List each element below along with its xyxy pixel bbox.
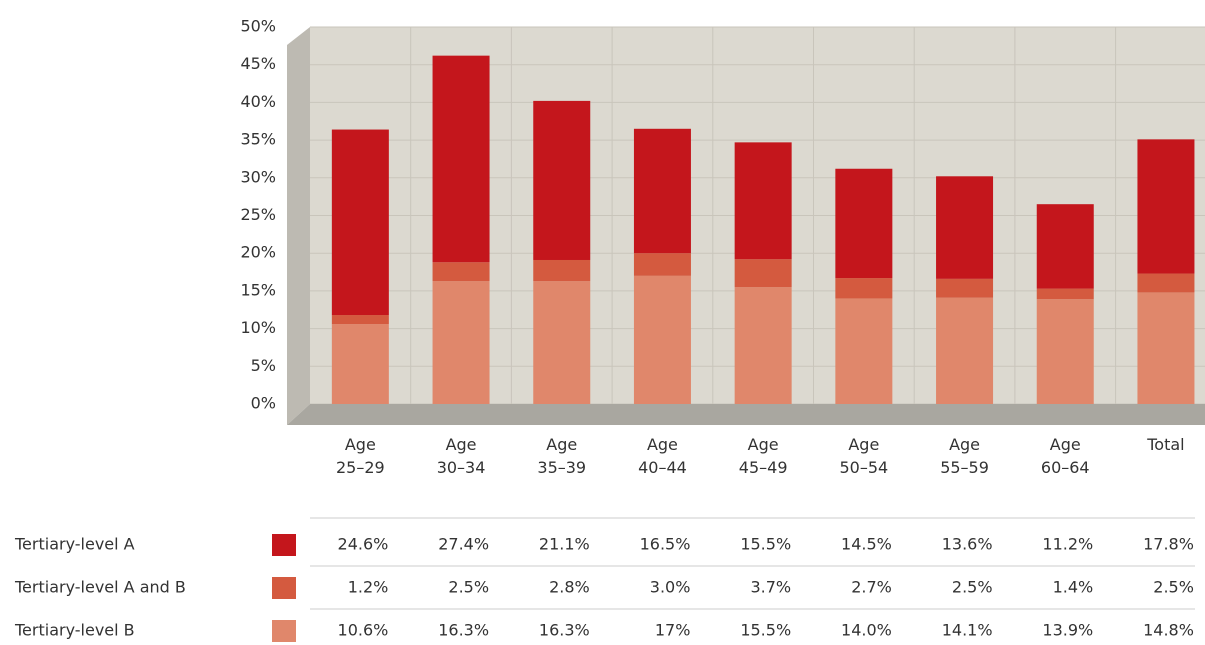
y-tick-label: 45% bbox=[240, 54, 276, 73]
table-value: 17.8% bbox=[1143, 535, 1194, 554]
table-value: 14.8% bbox=[1143, 621, 1194, 640]
bar-segment bbox=[835, 298, 893, 404]
table-value: 16.3% bbox=[438, 621, 489, 640]
legend-swatch bbox=[272, 534, 296, 556]
table-value: 3.0% bbox=[650, 578, 691, 597]
table-value: 24.6% bbox=[338, 535, 389, 554]
table-value: 27.4% bbox=[438, 535, 489, 554]
bar-segment bbox=[432, 262, 490, 282]
y-tick-label: 0% bbox=[251, 394, 276, 413]
table-value: 2.5% bbox=[952, 578, 993, 597]
bar-segment bbox=[633, 128, 691, 254]
table-value: 15.5% bbox=[740, 621, 791, 640]
legend-label: Tertiary-level A bbox=[14, 535, 135, 554]
bar-segment bbox=[734, 287, 792, 404]
table-value: 13.6% bbox=[942, 535, 993, 554]
legend-label: Tertiary-level B bbox=[14, 621, 135, 640]
floor bbox=[287, 404, 1205, 425]
table-value: 1.4% bbox=[1053, 578, 1094, 597]
bar-segment bbox=[936, 176, 994, 279]
x-tick-label: Age 30–34 bbox=[436, 435, 486, 477]
bar-segment bbox=[734, 259, 792, 288]
bar-segment bbox=[1036, 299, 1094, 404]
legend-swatch bbox=[272, 620, 296, 642]
bar-segment bbox=[835, 168, 893, 279]
legend-swatch bbox=[272, 577, 296, 599]
legend-label: Tertiary-level A and B bbox=[14, 578, 186, 597]
table-value: 16.5% bbox=[640, 535, 691, 554]
x-tick-label: Total bbox=[1147, 435, 1185, 454]
bar-segment bbox=[432, 281, 490, 404]
table-value: 1.2% bbox=[348, 578, 389, 597]
bar-segment bbox=[734, 142, 792, 260]
table-value: 17% bbox=[655, 621, 691, 640]
bar-segment bbox=[331, 129, 389, 316]
table-value: 2.5% bbox=[1153, 578, 1194, 597]
x-tick-label: Age 35–39 bbox=[537, 435, 587, 477]
y-tick-label: 30% bbox=[240, 167, 276, 186]
x-tick-label: Age 50–54 bbox=[839, 435, 889, 477]
bar-segment bbox=[835, 278, 893, 299]
x-tick-label: Age 55–59 bbox=[940, 435, 989, 477]
bar-segment bbox=[432, 55, 490, 263]
table-value: 14.1% bbox=[942, 621, 993, 640]
y-tick-label: 50% bbox=[240, 17, 276, 36]
table-value: 15.5% bbox=[740, 535, 791, 554]
table-value: 14.0% bbox=[841, 621, 892, 640]
left-wall bbox=[287, 27, 310, 425]
table-value: 13.9% bbox=[1042, 621, 1093, 640]
table-value: 14.5% bbox=[841, 535, 892, 554]
bar-segment bbox=[633, 253, 691, 276]
y-tick-label: 35% bbox=[240, 130, 276, 149]
bar-segment bbox=[533, 259, 591, 282]
y-tick-label: 5% bbox=[251, 356, 276, 375]
x-tick-label: Age 60–64 bbox=[1040, 435, 1090, 477]
table-value: 10.6% bbox=[338, 621, 389, 640]
bar-segment bbox=[1137, 273, 1195, 293]
table-value: 16.3% bbox=[539, 621, 590, 640]
bar-segment bbox=[1036, 288, 1094, 300]
x-tick-label: Age 40–44 bbox=[638, 435, 687, 477]
y-tick-label: 20% bbox=[240, 243, 276, 262]
table-value: 2.8% bbox=[549, 578, 590, 597]
bar-segment bbox=[1036, 204, 1094, 289]
bar-segment bbox=[533, 281, 591, 404]
bar-segment bbox=[331, 324, 389, 404]
bar-segment bbox=[533, 100, 591, 260]
table-value: 21.1% bbox=[539, 535, 590, 554]
x-tick-label: Age 45–49 bbox=[738, 435, 788, 477]
table-value: 3.7% bbox=[750, 578, 791, 597]
y-tick-label: 25% bbox=[240, 205, 276, 224]
bar-segment bbox=[331, 315, 389, 325]
table-value: 2.5% bbox=[448, 578, 489, 597]
table-value: 2.7% bbox=[851, 578, 892, 597]
bar-segment bbox=[633, 275, 691, 404]
bar-segment bbox=[1137, 139, 1195, 274]
y-tick-label: 40% bbox=[240, 92, 276, 111]
bar-segment bbox=[936, 297, 994, 404]
table-value: 11.2% bbox=[1042, 535, 1093, 554]
y-tick-label: 10% bbox=[240, 318, 276, 337]
x-tick-label: Age 25–29 bbox=[335, 435, 385, 477]
bar-segment bbox=[936, 278, 994, 298]
bar-segment bbox=[1137, 292, 1195, 404]
y-tick-label: 15% bbox=[240, 280, 276, 299]
